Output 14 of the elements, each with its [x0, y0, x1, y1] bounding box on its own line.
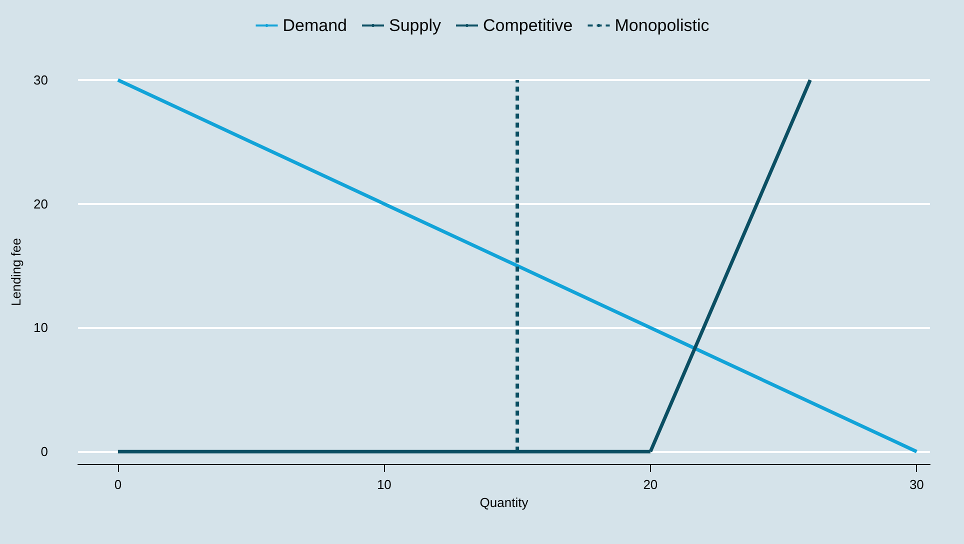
x-tick-label: 10 [376, 477, 392, 492]
y-tick-label: 10 [34, 320, 48, 336]
legend-label: Competitive [482, 16, 573, 35]
legend-label: Monopolistic [614, 16, 710, 35]
y-tick-label: 30 [34, 72, 48, 88]
x-tick-label: 0 [114, 477, 122, 492]
legend-label: Demand [282, 16, 348, 35]
legend-label: Supply [389, 16, 442, 35]
x-tick-label: 20 [643, 477, 658, 492]
x-axis-title: Quantity [480, 494, 529, 510]
x-tick-label: 30 [909, 477, 924, 492]
y-axis-title: Lending fee [8, 238, 24, 306]
y-tick-label: 0 [40, 444, 48, 460]
y-tick-label: 20 [34, 196, 48, 212]
